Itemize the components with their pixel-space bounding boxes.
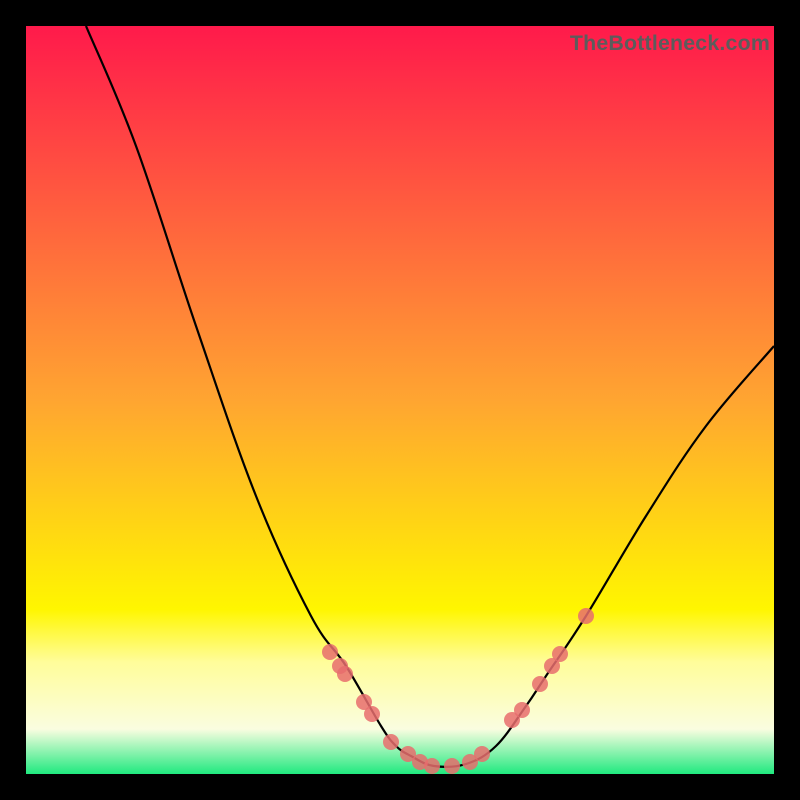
marker-point <box>424 758 440 774</box>
marker-point <box>578 608 594 624</box>
chart-svg <box>26 26 774 774</box>
marker-point <box>532 676 548 692</box>
marker-point <box>514 702 530 718</box>
marker-point <box>552 646 568 662</box>
marker-point <box>364 706 380 722</box>
markers-group <box>322 608 594 774</box>
marker-point <box>337 666 353 682</box>
plot-area: TheBottleneck.com <box>26 26 774 774</box>
bottleneck-curve <box>86 26 774 767</box>
marker-point <box>444 758 460 774</box>
marker-point <box>383 734 399 750</box>
marker-point <box>474 746 490 762</box>
marker-point <box>322 644 338 660</box>
chart-container: TheBottleneck.com <box>0 0 800 800</box>
